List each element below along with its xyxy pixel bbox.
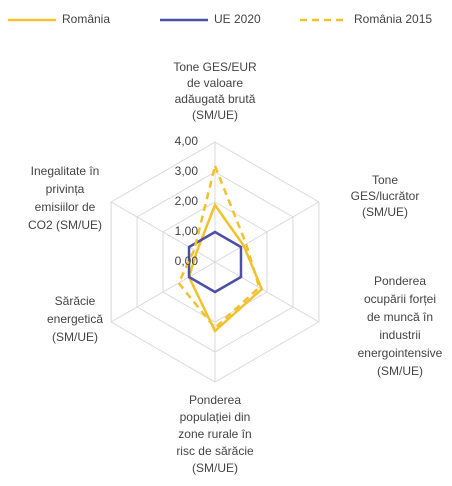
- axis-label: (SM/UE): [192, 461, 238, 475]
- legend-label: UE 2020: [214, 12, 261, 26]
- axis-label: Tone: [372, 173, 398, 187]
- axis-label: Ponderea: [374, 274, 426, 288]
- spoke: [214, 201, 320, 263]
- series-line: [187, 230, 243, 294]
- axis-tick-label: 0,00: [175, 254, 199, 268]
- legend-label: România 2015: [354, 12, 432, 26]
- axis-tick-label: 2,00: [175, 194, 199, 208]
- axis-tick-label: 4,00: [175, 134, 199, 148]
- axis-label: Inegalitate în: [31, 164, 100, 178]
- axis-label: emisiilor de: [35, 200, 96, 214]
- axis-label: CO2 (SM/UE): [28, 218, 102, 232]
- axis-label: ocupării forței: [364, 292, 436, 306]
- axis-label: zone rurale în: [178, 427, 251, 441]
- axis-label: privința: [46, 182, 85, 196]
- axis-label: adăugată brută: [175, 92, 256, 106]
- axis-label: Sărăcie: [55, 294, 96, 308]
- axis-label: Ponderea: [189, 393, 241, 407]
- axis-label: energetică: [47, 312, 103, 326]
- axis-label: risc de sărăcie: [176, 444, 254, 458]
- legend-label: România: [62, 12, 110, 26]
- axis-label: populației din: [180, 410, 251, 424]
- axis-label: (SM/UE): [377, 364, 423, 378]
- axis-label: (SM/UE): [192, 108, 238, 122]
- series-line: [177, 161, 261, 330]
- axis-label: (SM/UE): [52, 330, 98, 344]
- axis-label: de valoare: [187, 76, 243, 90]
- axis-label: industrii: [379, 328, 420, 342]
- spoke: [110, 261, 216, 323]
- axis-label: (SM/UE): [362, 205, 408, 219]
- axis-label: de muncă în: [367, 310, 433, 324]
- axis-label: energointensive: [358, 346, 443, 360]
- series-line: [187, 202, 264, 334]
- axis-tick-label: 1,00: [175, 224, 199, 238]
- axis-label: Tone GES/EUR: [173, 60, 257, 74]
- spoke: [214, 261, 320, 323]
- axis-label: GES/lucrător: [351, 189, 420, 203]
- axis-tick-label: 3,00: [175, 164, 199, 178]
